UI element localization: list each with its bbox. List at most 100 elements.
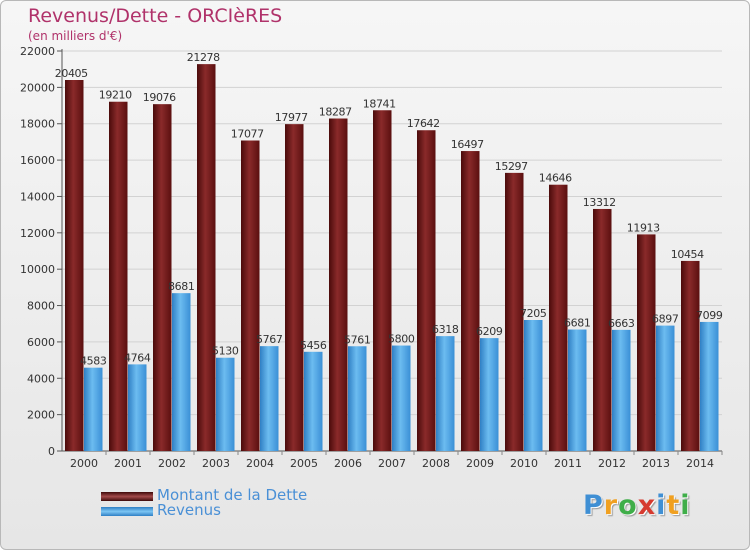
logo-letter: o	[618, 490, 638, 521]
logo-letter: P	[583, 490, 604, 521]
data-label-debt: 15297	[495, 160, 528, 173]
bar-revenue	[392, 345, 411, 451]
logo-letter: r	[603, 490, 619, 521]
legend-label-revenue: Revenus	[157, 501, 221, 519]
bar-debt	[637, 234, 656, 451]
data-label-revenue: 6897	[652, 313, 679, 326]
data-label-revenue: 5800	[388, 333, 415, 346]
chart-title: Revenus/Dette - ORCIèRES	[28, 5, 283, 27]
data-label-debt: 17077	[231, 128, 264, 141]
data-labels: 20405 19210 19076 21278 17077 17977 18287 18741…	[55, 51, 723, 368]
data-label-revenue: 5767	[256, 333, 283, 346]
bar-revenue	[348, 346, 367, 451]
bar-revenue	[568, 329, 587, 451]
bar-revenue	[436, 336, 455, 451]
data-label-revenue: 4583	[80, 355, 107, 368]
bar-revenue	[84, 367, 103, 451]
bar-revenue	[260, 346, 279, 451]
data-label-debt: 17977	[275, 111, 308, 124]
y-tick-label: 8000	[27, 300, 55, 313]
y-tick-label: 4000	[27, 372, 55, 385]
x-tick-label: 2006	[334, 457, 362, 470]
y-tick-label: 20000	[20, 81, 55, 94]
logo-letter: i	[680, 490, 691, 521]
data-label-debt: 18741	[363, 97, 396, 110]
logo-letter: t	[666, 490, 681, 521]
data-label-debt: 21278	[187, 51, 220, 64]
bar-debt	[549, 184, 568, 451]
data-label-debt: 13312	[583, 196, 616, 209]
x-tick-label: 2011	[554, 457, 582, 470]
bar-debt	[417, 130, 436, 451]
y-tick-label: 18000	[20, 118, 55, 131]
x-tick-label: 2004	[246, 457, 274, 470]
data-label-revenue: 5130	[212, 345, 239, 358]
data-label-revenue: 6209	[476, 325, 503, 338]
data-label-debt: 17642	[407, 117, 440, 130]
x-tick-label: 2014	[686, 457, 714, 470]
y-tick-label: 22000	[20, 45, 55, 58]
data-label-revenue: 6318	[432, 323, 459, 336]
data-label-debt: 14646	[539, 172, 572, 185]
bar-debt	[65, 80, 84, 451]
bars	[65, 64, 719, 452]
data-label-revenue: 7205	[520, 307, 547, 320]
bar-revenue	[524, 320, 543, 451]
data-label-debt: 11913	[627, 221, 660, 234]
data-label-debt: 18287	[319, 106, 352, 119]
data-label-debt: 16497	[451, 138, 484, 151]
x-tick-label: 2001	[114, 457, 142, 470]
bar-debt	[285, 124, 304, 452]
legend-label-debt: Montant de la Dette	[157, 486, 308, 504]
y-tick-label: 16000	[20, 154, 55, 167]
x-tick-label: 2013	[642, 457, 670, 470]
x-tick-label: 2000	[70, 457, 98, 470]
data-label-debt: 20405	[55, 67, 88, 80]
legend-swatch-debt	[101, 492, 153, 501]
x-tick-label: 2007	[378, 457, 406, 470]
data-label-revenue: 5456	[300, 339, 327, 352]
x-tick-label: 2010	[510, 457, 538, 470]
data-label-debt: 19210	[99, 89, 132, 102]
bar-revenue	[216, 357, 235, 451]
logo-letter: i	[656, 490, 667, 521]
proxiti-logo: Proxiti	[583, 490, 691, 521]
bar-revenue	[128, 364, 147, 451]
bar-revenue	[304, 351, 323, 451]
bar-debt	[681, 260, 700, 451]
bar-revenue	[612, 329, 631, 451]
data-label-revenue: 6663	[608, 317, 635, 330]
x-tick-label: 2009	[466, 457, 494, 470]
x-tick-label: 2003	[202, 457, 230, 470]
data-label-debt: 19076	[143, 91, 176, 104]
data-label-revenue: 4764	[124, 351, 151, 364]
bar-debt	[329, 118, 348, 451]
data-label-revenue: 7099	[696, 309, 723, 322]
logo-letter: x	[637, 490, 657, 521]
chart-subtitle: (en milliers d'€)	[28, 29, 123, 43]
x-tick-label: 2002	[158, 457, 186, 470]
data-label-revenue: 8681	[168, 280, 194, 293]
bar-debt	[197, 64, 216, 452]
x-tick-label: 2005	[290, 457, 318, 470]
y-tick-label: 14000	[20, 190, 55, 203]
data-label-revenue: 6681	[564, 317, 590, 330]
x-tick-label: 2008	[422, 457, 450, 470]
bar-debt	[109, 101, 128, 452]
y-tick-label: 12000	[20, 227, 55, 240]
data-label-revenue: 5761	[344, 333, 370, 346]
bar-revenue	[656, 325, 675, 451]
bar-debt	[505, 172, 524, 451]
y-tick-label: 0	[48, 445, 55, 458]
x-tick-label: 2012	[598, 457, 626, 470]
y-tick-label: 2000	[27, 409, 55, 422]
bar-debt	[461, 151, 480, 451]
bar-revenue	[480, 338, 499, 451]
bar-revenue	[700, 321, 719, 451]
data-label-debt: 10454	[671, 248, 704, 261]
bar-debt	[593, 208, 612, 451]
legend-swatch-revenue	[101, 507, 153, 516]
bar-debt	[241, 140, 260, 451]
